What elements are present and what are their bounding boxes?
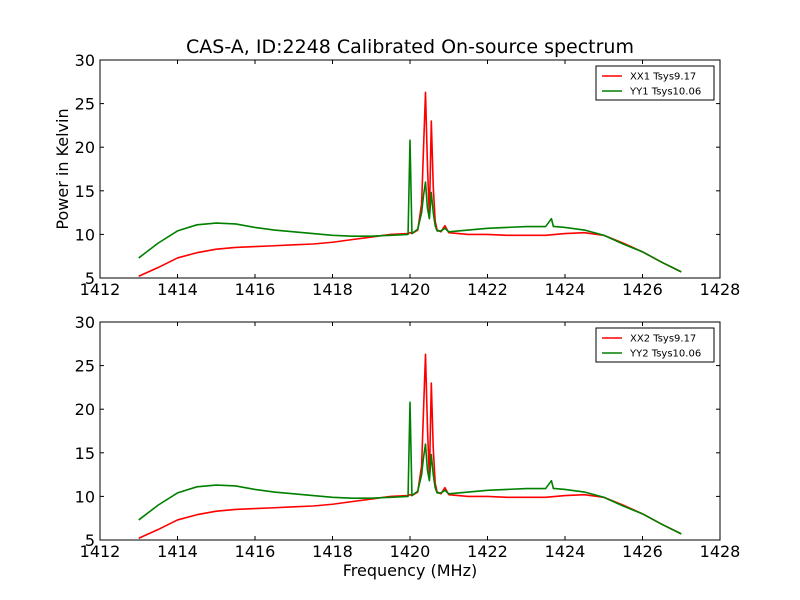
x-tick-label: 1414 bbox=[157, 542, 198, 561]
x-tick-label: 1412 bbox=[80, 280, 121, 299]
x-tick-label: 1428 bbox=[700, 280, 741, 299]
y-tick-label: 25 bbox=[75, 357, 95, 376]
figure-title: CAS-A, ID:2248 Calibrated On-source spec… bbox=[186, 36, 634, 58]
x-tick-label: 1412 bbox=[80, 542, 121, 561]
legend-entry: XX1 Tsys9.17 bbox=[630, 72, 696, 83]
legend: XX1 Tsys9.17 YY1 Tsys10.06 bbox=[595, 65, 715, 101]
x-tick-label: 1418 bbox=[312, 542, 353, 561]
x-tick-label: 1424 bbox=[545, 280, 586, 299]
x-tick-label: 1424 bbox=[545, 542, 586, 561]
y-tick-label: 15 bbox=[75, 444, 95, 463]
bottom-panel: 1412 1414 1416 1418 1420 1422 1424 1426 1428 5 10 1… bbox=[75, 313, 741, 561]
y-tick-label: 15 bbox=[75, 182, 95, 201]
y-tick-label: 10 bbox=[75, 487, 95, 506]
y-tick-label: 5 bbox=[85, 531, 95, 550]
legend-box bbox=[595, 327, 715, 363]
x-tick-label: 1422 bbox=[467, 280, 508, 299]
y-tick-label: 30 bbox=[75, 51, 95, 70]
x-tick-label: 1428 bbox=[700, 542, 741, 561]
legend-entry: XX2 Tsys9.17 bbox=[630, 334, 696, 345]
y-tick-label: 30 bbox=[75, 313, 95, 332]
series-line-bottom-0 bbox=[138, 353, 682, 539]
x-tick-label: 1422 bbox=[467, 542, 508, 561]
x-tick-label: 1416 bbox=[235, 280, 276, 299]
legend: XX2 Tsys9.17 YY2 Tsys10.06 bbox=[595, 327, 715, 363]
series-line-top-0 bbox=[138, 91, 682, 277]
series-line-top-1 bbox=[138, 139, 682, 273]
x-tick-label: 1426 bbox=[622, 542, 663, 561]
x-axis-label: Frequency (MHz) bbox=[343, 561, 477, 580]
x-tick-label: 1420 bbox=[390, 542, 431, 561]
x-tick-label: 1426 bbox=[622, 280, 663, 299]
x-tick-label: 1420 bbox=[390, 280, 431, 299]
y-tick-label: 5 bbox=[85, 269, 95, 288]
legend-entry: YY1 Tsys10.06 bbox=[629, 87, 701, 98]
legend-entry: YY2 Tsys10.06 bbox=[629, 349, 701, 360]
legend-box bbox=[595, 65, 715, 101]
x-tick-label: 1414 bbox=[157, 280, 198, 299]
y-tick-label: 10 bbox=[75, 225, 95, 244]
y-tick-label: 20 bbox=[75, 400, 95, 419]
y-axis-label: Power in Kelvin bbox=[53, 108, 72, 229]
series-line-bottom-1 bbox=[138, 401, 682, 535]
x-tick-label: 1418 bbox=[312, 280, 353, 299]
x-tick-label: 1416 bbox=[235, 542, 276, 561]
top-panel: 1412 1414 1416 1418 1420 1422 1424 1426 1428 5 10 1… bbox=[75, 51, 741, 299]
y-tick-label: 20 bbox=[75, 138, 95, 157]
y-tick-label: 25 bbox=[75, 95, 95, 114]
